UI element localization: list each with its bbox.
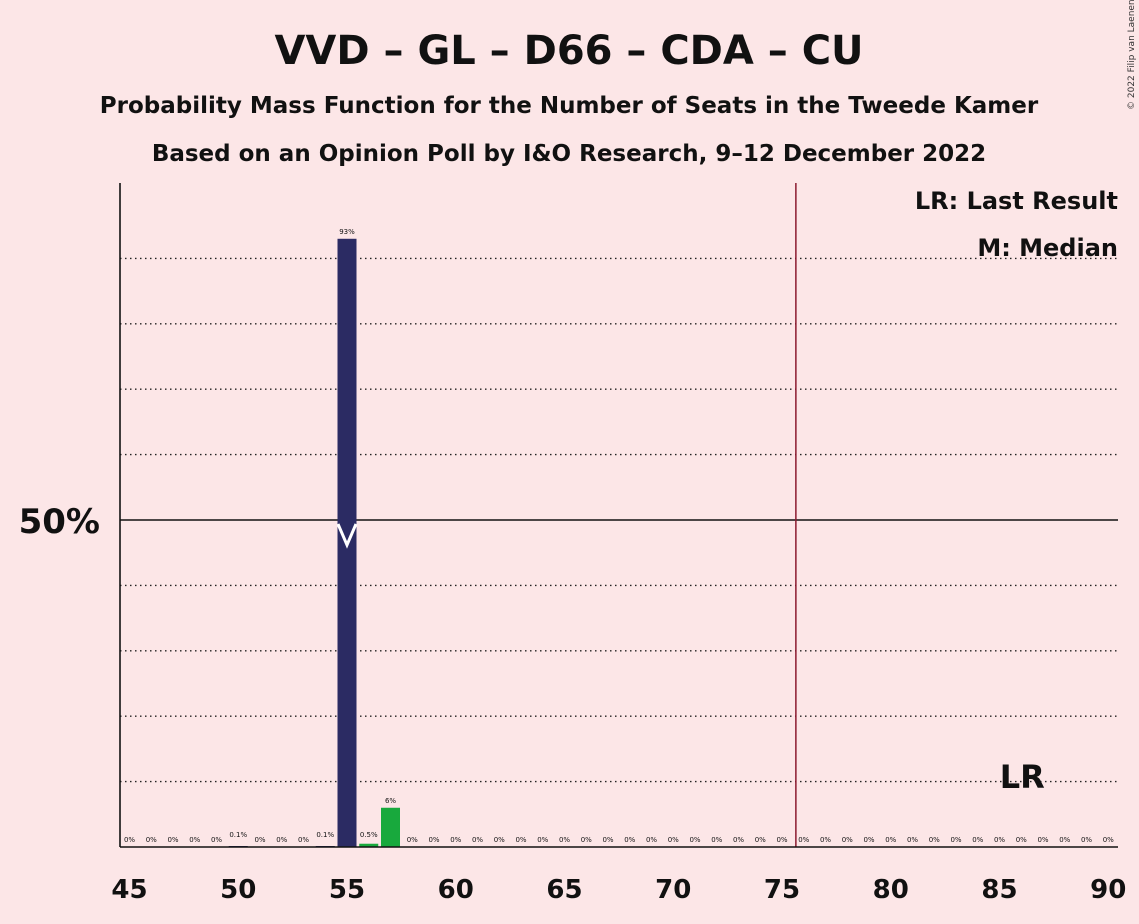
- data-label: 93%: [339, 228, 355, 236]
- x-tick-label: 75: [764, 875, 800, 905]
- data-label: 0%: [1081, 836, 1092, 844]
- y-tick-label: 50%: [19, 502, 100, 542]
- x-tick-label: 90: [1090, 875, 1126, 905]
- data-label: 0%: [146, 836, 157, 844]
- data-label: 0%: [1059, 836, 1070, 844]
- chart-subtitle-poll: Based on an Opinion Poll by I&O Research…: [152, 141, 986, 167]
- data-label: 0%: [646, 836, 657, 844]
- chart-subtitle: Probability Mass Function for the Number…: [100, 93, 1039, 119]
- x-tick-label: 65: [546, 875, 582, 905]
- data-label: 0%: [515, 836, 526, 844]
- data-label: 0%: [124, 836, 135, 844]
- data-label: 0%: [428, 836, 439, 844]
- data-label: 0%: [711, 836, 722, 844]
- data-label: 0%: [929, 836, 940, 844]
- data-label: 0%: [624, 836, 635, 844]
- data-label: 0%: [602, 836, 613, 844]
- data-label: 0%: [494, 836, 505, 844]
- legend-median: M: Median: [977, 234, 1118, 262]
- x-tick-label: 70: [655, 875, 691, 905]
- data-label: 0%: [776, 836, 787, 844]
- data-label: 0%: [668, 836, 679, 844]
- data-label: 0%: [472, 836, 483, 844]
- data-label: 0%: [1016, 836, 1027, 844]
- data-label: 0%: [907, 836, 918, 844]
- data-label: 0%: [798, 836, 809, 844]
- data-label: 0%: [885, 836, 896, 844]
- data-label: 0%: [407, 836, 418, 844]
- data-label: 0%: [820, 836, 831, 844]
- data-label: 0%: [189, 836, 200, 844]
- bar: [359, 843, 379, 847]
- data-label: 0%: [863, 836, 874, 844]
- data-label: 0%: [450, 836, 461, 844]
- x-tick-label: 80: [873, 875, 909, 905]
- legend-last-result: LR: Last Result: [915, 187, 1118, 215]
- data-label: 0%: [689, 836, 700, 844]
- data-label: 0%: [1103, 836, 1114, 844]
- data-label: 0.1%: [229, 831, 247, 839]
- data-label: 0.5%: [360, 831, 378, 839]
- median-marker: [336, 523, 358, 549]
- data-label: 0%: [167, 836, 178, 844]
- data-label: 0%: [972, 836, 983, 844]
- data-label: 0%: [842, 836, 853, 844]
- data-label: 0%: [211, 836, 222, 844]
- data-label: 0%: [298, 836, 309, 844]
- data-label: 6%: [385, 797, 396, 805]
- data-label: 0.1%: [316, 831, 334, 839]
- data-label: 0%: [581, 836, 592, 844]
- x-tick-label: 85: [981, 875, 1017, 905]
- data-label: 0%: [950, 836, 961, 844]
- data-label: 0%: [733, 836, 744, 844]
- data-label: 0%: [254, 836, 265, 844]
- data-label: 0%: [755, 836, 766, 844]
- data-label: 0%: [1037, 836, 1048, 844]
- data-label: 0%: [537, 836, 548, 844]
- data-label: 0%: [994, 836, 1005, 844]
- copyright-notice: © 2022 Filip van Laenen: [1127, 0, 1137, 110]
- x-tick-label: 45: [111, 875, 147, 905]
- bar: [381, 807, 400, 847]
- x-tick-label: 60: [438, 875, 474, 905]
- chart-title: VVD – GL – D66 – CDA – CU: [274, 28, 863, 74]
- data-label: 0%: [276, 836, 287, 844]
- data-label: 0%: [559, 836, 570, 844]
- x-tick-label: 55: [329, 875, 365, 905]
- x-tick-label: 50: [220, 875, 256, 905]
- last-result-marker: LR: [1000, 758, 1045, 796]
